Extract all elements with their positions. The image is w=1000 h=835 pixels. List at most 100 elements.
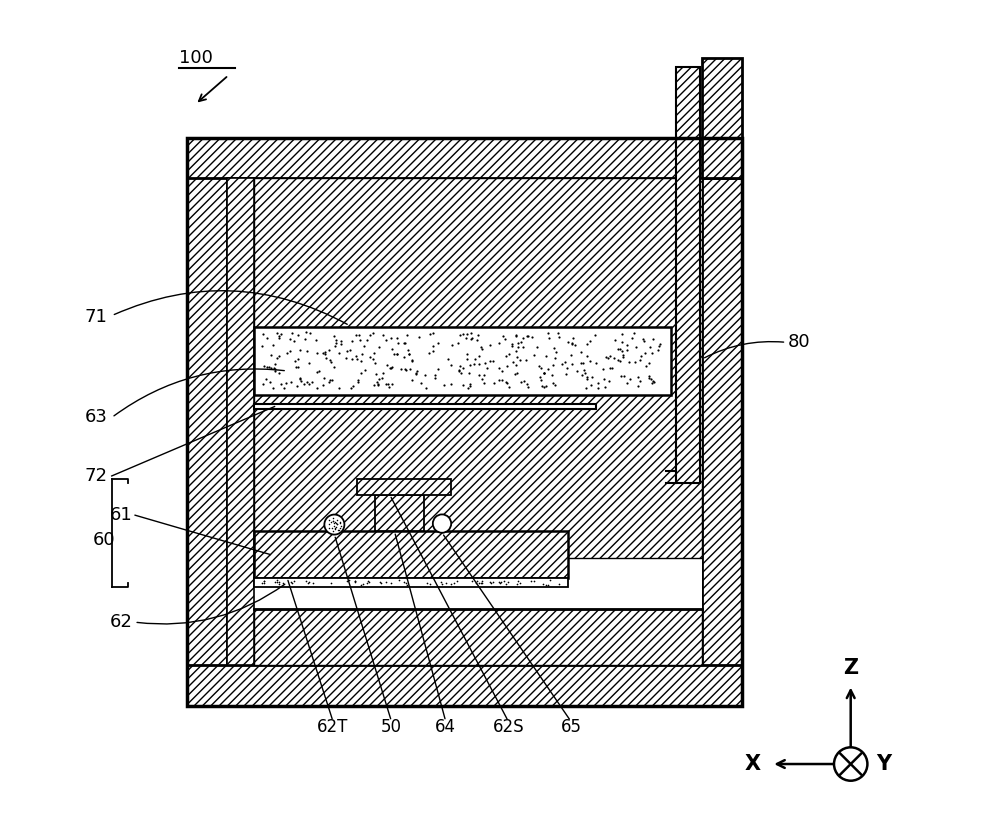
Point — [630, 371, 646, 384]
Point — [286, 334, 302, 347]
Point — [542, 574, 558, 587]
Point — [290, 328, 306, 342]
Point — [505, 355, 521, 368]
Point — [323, 516, 339, 529]
Point — [459, 327, 475, 341]
Point — [267, 364, 283, 377]
Point — [378, 575, 394, 589]
Point — [578, 382, 594, 395]
Point — [462, 377, 478, 391]
Point — [509, 577, 525, 590]
Text: 63: 63 — [85, 408, 108, 427]
Bar — [227, 178, 702, 665]
Text: 60: 60 — [93, 531, 115, 549]
Point — [494, 364, 510, 377]
Point — [628, 340, 644, 353]
Point — [327, 523, 343, 536]
Point — [369, 376, 385, 389]
Point — [468, 577, 484, 590]
Point — [283, 575, 299, 589]
Point — [476, 376, 492, 389]
Point — [344, 335, 360, 348]
Point — [328, 520, 344, 534]
Point — [262, 375, 278, 388]
Text: 65: 65 — [560, 718, 581, 736]
Point — [610, 342, 626, 356]
Bar — [227, 178, 254, 665]
Point — [644, 346, 660, 359]
Point — [341, 574, 357, 587]
Text: 62T: 62T — [317, 718, 349, 736]
Point — [266, 362, 282, 375]
Point — [482, 354, 498, 367]
Point — [338, 352, 354, 365]
Point — [534, 379, 550, 392]
Point — [329, 514, 345, 527]
Point — [590, 377, 606, 390]
Point — [321, 518, 337, 531]
Point — [398, 576, 414, 590]
Point — [461, 367, 477, 380]
Point — [273, 327, 289, 341]
Point — [483, 577, 499, 590]
Point — [339, 574, 355, 588]
Point — [380, 377, 396, 391]
Point — [323, 577, 339, 590]
Point — [641, 372, 657, 385]
Point — [399, 328, 415, 342]
Point — [433, 575, 449, 589]
Point — [622, 372, 638, 386]
Point — [339, 344, 355, 357]
Point — [491, 361, 507, 374]
Point — [331, 347, 347, 360]
Point — [332, 522, 348, 535]
Point — [531, 359, 547, 372]
Point — [633, 349, 649, 362]
Point — [396, 575, 412, 589]
Point — [373, 577, 389, 590]
Circle shape — [433, 514, 451, 533]
Point — [425, 340, 441, 353]
Bar — [357, 479, 451, 495]
Point — [325, 514, 341, 528]
Point — [409, 364, 425, 377]
Point — [471, 349, 487, 362]
Text: Y: Y — [876, 754, 891, 774]
Point — [400, 344, 416, 357]
Point — [473, 340, 489, 353]
Point — [438, 576, 454, 590]
Bar — [676, 67, 700, 483]
Point — [619, 376, 635, 389]
Point — [328, 516, 344, 529]
Point — [573, 346, 589, 359]
Point — [574, 368, 590, 382]
Point — [331, 523, 347, 536]
Point — [443, 578, 459, 591]
Point — [643, 372, 659, 386]
Point — [508, 344, 524, 357]
Point — [321, 513, 337, 526]
Bar — [187, 138, 742, 706]
Point — [389, 347, 405, 361]
Point — [317, 346, 333, 359]
Point — [452, 359, 468, 372]
Point — [471, 577, 487, 590]
Point — [538, 350, 554, 363]
Bar — [187, 138, 227, 706]
Point — [301, 377, 317, 391]
Point — [443, 358, 459, 372]
Point — [470, 328, 486, 342]
Point — [582, 334, 598, 347]
Point — [261, 361, 277, 374]
Point — [430, 362, 446, 376]
Point — [271, 331, 287, 345]
Point — [384, 342, 400, 356]
Point — [267, 357, 283, 371]
Point — [381, 380, 397, 393]
Point — [614, 336, 630, 349]
Point — [463, 332, 479, 346]
Point — [547, 352, 563, 365]
Point — [290, 352, 306, 366]
Point — [453, 367, 469, 380]
Point — [286, 574, 302, 588]
